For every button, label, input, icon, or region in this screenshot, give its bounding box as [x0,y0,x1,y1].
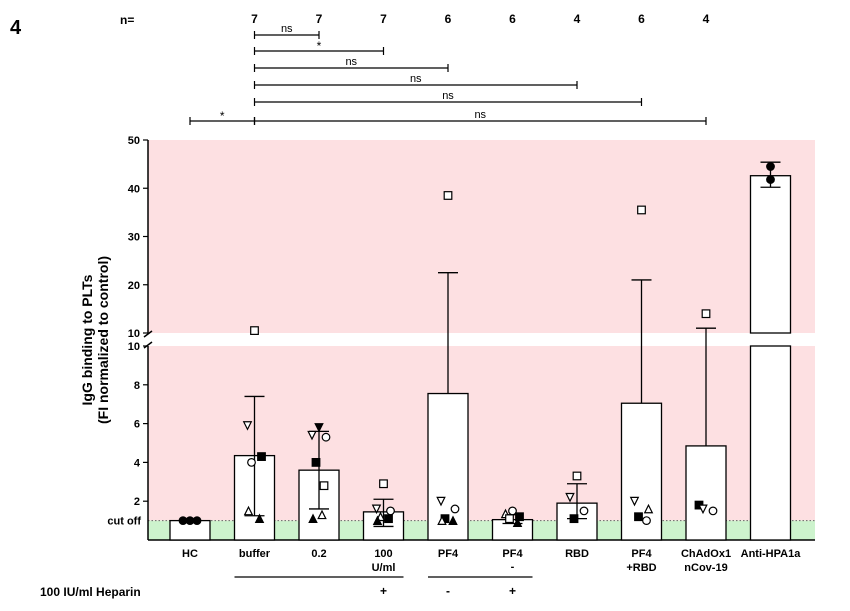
data-point [642,516,651,525]
significance-label: ns [281,23,293,35]
y-axis-title: IgG binding to PLTs (FI normalized to co… [79,256,111,424]
data-point [766,162,775,171]
data-point [436,496,446,507]
data-point [515,512,524,522]
significance-label: ns [345,56,357,68]
panel-label: 4 [10,17,22,39]
data-point [247,458,256,467]
data-point [314,423,324,433]
y-tick-label: 10 [128,328,140,340]
data-point [629,496,640,507]
n-count: 4 [574,12,581,26]
y-tick-label: 4 [134,457,141,469]
y-axis-label-2: (FI normalized to control) [95,256,111,424]
upper-shading [148,140,815,333]
heparin-sign: - [446,584,450,598]
data-point [565,492,575,503]
y-tick-label: 6 [134,419,140,431]
x-tick-label: 100 [374,548,392,560]
data-point [579,506,589,516]
plot-area: cut off 10 20 30 40 50 2 4 6 8 10 HC buffer 7 0.2 7 100 U… [107,12,815,598]
x-tick-label: 0.2 [311,548,326,560]
n-count: 7 [251,12,258,26]
bar [685,445,727,541]
x-tick-label: buffer [239,548,271,560]
y-tick-label: 8 [134,380,140,392]
data-point [634,512,643,522]
x-tick-label: PF4 [631,548,652,560]
data-point [505,514,514,524]
axis-break-mark [143,341,153,349]
data-point [572,471,582,481]
y-tick-label: 20 [128,280,140,292]
x-tick-label: ChAdOx1 [681,548,731,560]
n-count: 6 [509,12,516,26]
heparin-sign: + [380,584,387,598]
data-point [311,458,321,467]
axis-break-mark [143,330,153,338]
data-point [321,432,331,442]
y-axis-label: IgG binding to PLTs [79,274,95,405]
significance-label: ns [474,109,486,121]
x-tick-label: PF4 [502,548,523,560]
data-point [242,421,253,431]
y-tick-label: 10 [128,341,140,353]
significance-label: * [317,39,322,53]
x-tick-label-line2: nCov-19 [684,562,727,574]
n-count: 4 [703,12,710,26]
data-point [250,326,259,335]
data-point [450,504,460,514]
heparin-label: 100 IU/ml Heparin [40,585,141,599]
data-point [371,504,382,515]
data-point [512,517,523,527]
data-point [257,452,266,461]
n-count: 7 [380,12,387,26]
y-tick-label: 30 [128,232,140,244]
data-point [307,430,317,441]
data-point [637,205,646,215]
y-tick-label: 2 [134,496,140,508]
x-tick-label: Anti-HPA1a [741,548,802,560]
data-point [443,191,453,200]
y-tick-label: 50 [128,135,140,147]
n-count: 7 [316,12,323,26]
data-point [766,175,775,184]
x-tick-label: RBD [565,548,589,560]
n-count: 6 [445,12,452,26]
x-tick-label: PF4 [438,548,459,560]
data-point [643,503,654,514]
data-point [698,504,708,515]
data-point [384,514,393,524]
significance-label: * [220,109,225,123]
x-tick-label: HC [182,548,198,560]
data-point [372,515,383,526]
y-tick-label: 40 [128,183,140,195]
heparin-sign: + [509,584,516,598]
data-point [437,515,447,526]
pf4-dash-label: - [511,561,515,573]
data-point [448,515,458,526]
data-point [254,513,265,524]
bar [749,345,792,541]
data-point [569,514,579,524]
data-point [243,505,254,516]
data-point [317,509,327,520]
bar [749,175,792,334]
data-point [308,513,318,524]
significance-label: ns [410,73,422,85]
data-point [379,479,388,489]
x-tick-label-line2: U/ml [372,562,396,574]
data-point [192,516,202,525]
x-tick-label-line2: +RBD [626,562,656,574]
cutoff-label: cut off [107,516,141,528]
data-point [708,506,718,516]
significance-label: ns [442,90,454,102]
data-point [319,481,329,491]
n-count: 6 [638,12,645,26]
data-point [386,506,395,516]
data-point [701,309,711,319]
n-label: n= [120,13,134,27]
